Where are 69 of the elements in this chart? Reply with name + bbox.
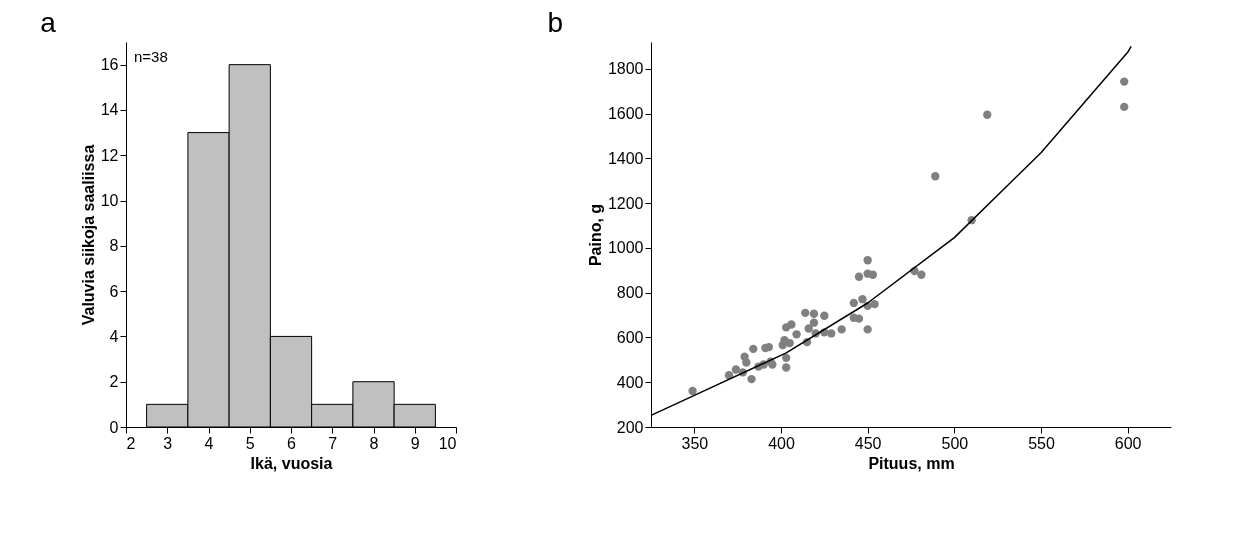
- y-tick-label: 0: [109, 418, 119, 436]
- point: [917, 270, 926, 279]
- point: [837, 325, 846, 334]
- point: [801, 308, 810, 318]
- point: [863, 325, 872, 334]
- x-tick-label: 2: [126, 434, 136, 452]
- x-tick-label: 9: [410, 434, 420, 452]
- point: [870, 299, 879, 309]
- x-tick-label: 600: [1114, 434, 1142, 452]
- y-axis-title: Valuvia siikoja saaliissa: [79, 144, 97, 326]
- x-tick-label: 3: [163, 434, 173, 452]
- point: [792, 330, 801, 339]
- y-tick-label: 8: [109, 237, 119, 255]
- x-tick-label: 5: [245, 434, 255, 452]
- x-axis-title: Ikä, vuosia: [250, 454, 333, 472]
- point: [742, 358, 751, 367]
- point: [854, 272, 864, 281]
- y-tick-label: 1200: [607, 194, 644, 212]
- point: [849, 298, 858, 308]
- point: [749, 344, 758, 354]
- y-axis-title: Paino, g: [586, 203, 604, 267]
- x-tick-label: 4: [204, 434, 214, 452]
- x-tick-label: 550: [1028, 434, 1055, 452]
- point: [782, 353, 791, 363]
- x-tick-label: 400: [768, 434, 795, 452]
- y-tick-label: 12: [100, 146, 119, 164]
- y-tick-label: 14: [100, 101, 119, 119]
- x-tick-label: 7: [328, 434, 338, 452]
- x-tick-label: 10: [438, 434, 457, 452]
- y-tick-label: 16: [100, 56, 119, 74]
- point: [863, 256, 872, 265]
- y-tick-label: 6: [109, 282, 119, 300]
- x-tick-label: 8: [369, 434, 379, 452]
- point: [688, 386, 697, 396]
- chart-title: b: [547, 7, 563, 38]
- y-tick-label: 600: [616, 328, 644, 346]
- y-tick-label: 2: [109, 373, 119, 391]
- y-tick-label: 1600: [607, 105, 644, 123]
- y-tick-label: 200: [616, 418, 644, 436]
- x-tick-label: 450: [854, 434, 882, 452]
- point: [787, 320, 796, 329]
- point: [858, 295, 867, 304]
- point: [804, 324, 813, 333]
- point: [747, 374, 756, 384]
- annotation: n=38: [134, 48, 168, 65]
- point: [868, 270, 878, 279]
- y-tick-label: 800: [616, 284, 644, 302]
- x-tick-label: 6: [287, 434, 297, 452]
- point: [931, 172, 940, 181]
- x-tick-label: 350: [681, 434, 709, 452]
- point: [731, 365, 741, 374]
- y-tick-label: 1000: [607, 239, 644, 257]
- point: [782, 363, 791, 372]
- chart-title: a: [40, 7, 57, 38]
- point: [827, 329, 836, 338]
- x-axis-title: Pituus, mm: [868, 454, 955, 472]
- point: [809, 309, 819, 318]
- y-tick-label: 1400: [607, 149, 644, 167]
- x-tick-label: 500: [941, 434, 969, 452]
- point: [1120, 102, 1129, 112]
- point: [983, 110, 992, 119]
- point: [820, 311, 829, 320]
- y-tick-label: 400: [616, 373, 644, 391]
- point: [1120, 77, 1129, 86]
- point: [809, 318, 819, 327]
- y-tick-label: 1800: [607, 60, 644, 78]
- y-tick-label: 4: [109, 327, 119, 345]
- y-tick-label: 10: [100, 192, 119, 210]
- point: [785, 338, 794, 348]
